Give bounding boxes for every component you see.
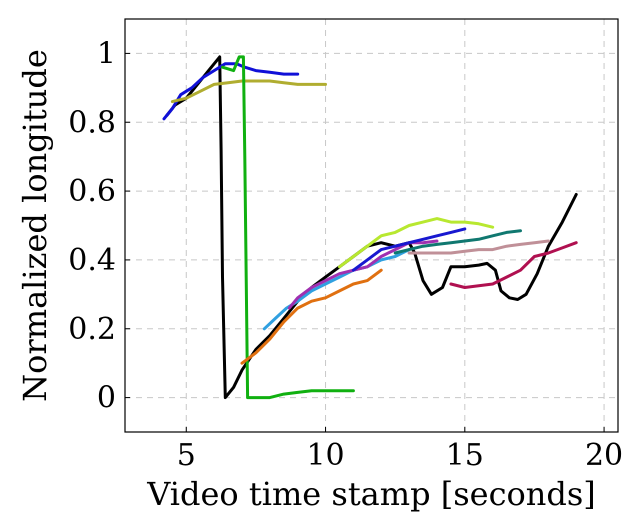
series-line-3 [170,79,327,104]
series-line-12 [449,241,578,289]
x-tick-label: 15 [446,438,484,473]
x-axis-title: Video time stamp [seconds] [146,475,596,513]
x-tick-label: 5 [177,438,196,473]
series-line-11 [407,239,550,255]
x-tick-label: 10 [306,438,344,473]
grid [125,19,618,432]
series-line-10 [393,229,522,255]
y-tick-label: 0.2 [68,312,116,347]
x-tick-label: 20 [585,438,623,473]
y-tick-label: 0.6 [68,174,116,209]
series-line-5 [240,268,383,365]
y-tick-label: 1 [97,36,116,71]
series-line-4 [221,55,355,400]
plot-frame [124,18,619,433]
y-tick-label: 0.4 [68,243,116,278]
series-lines [162,55,578,400]
series-line-6 [262,248,411,331]
y-tick-label: 0 [97,381,116,416]
series-line-8 [338,217,495,269]
series-line-2 [162,62,300,121]
y-tick-label: 0.8 [68,105,116,140]
y-axis-title: Normalized longitude [16,49,54,402]
axis-ticks: 5 10 15 20 0 0.2 0.4 0.6 0.8 1 [68,36,623,473]
series-line-1 [165,55,578,400]
series-line-9 [351,227,467,272]
